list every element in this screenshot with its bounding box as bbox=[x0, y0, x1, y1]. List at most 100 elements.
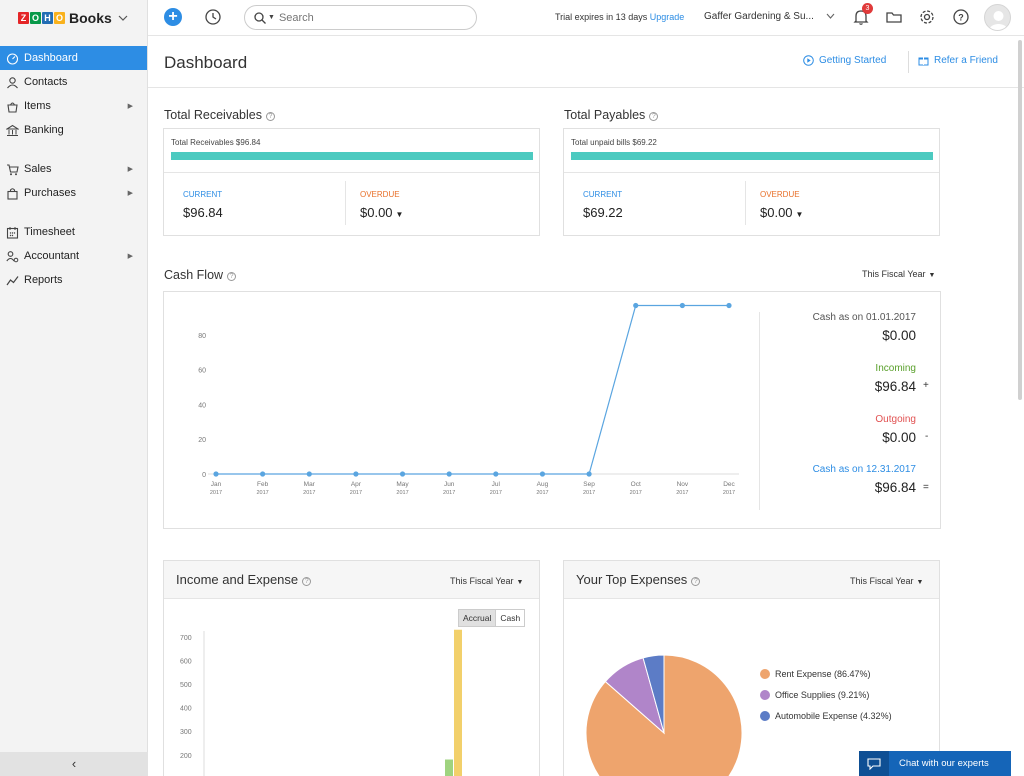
sidebar-item-accountant[interactable]: Accountant ▶ bbox=[0, 244, 147, 268]
accrual-toggle[interactable]: Accrual bbox=[459, 610, 497, 626]
caret-down-icon: ▼ bbox=[795, 210, 804, 219]
sidebar-item-purchases[interactable]: Purchases ▶ bbox=[0, 181, 147, 205]
search-input[interactable] bbox=[278, 11, 459, 24]
cashflow-point[interactable] bbox=[353, 471, 359, 477]
income-expense-period-select[interactable]: This Fiscal Year ▼ bbox=[450, 576, 523, 586]
sidebar-item-contacts[interactable]: Contacts bbox=[0, 70, 147, 94]
legend-item[interactable]: Rent Expense (86.47%) bbox=[760, 663, 892, 684]
search-box[interactable]: ▼ bbox=[244, 5, 477, 30]
org-name[interactable]: Gaffer Gardening & Su... bbox=[704, 11, 814, 22]
cashflow-point[interactable] bbox=[260, 471, 266, 477]
receivables-overdue-dropdown[interactable]: $0.00 ▼ bbox=[360, 205, 403, 220]
plus-icon[interactable]: + bbox=[164, 8, 182, 26]
help-icon[interactable]: ? bbox=[649, 112, 659, 121]
top-expenses-period-select[interactable]: This Fiscal Year ▼ bbox=[850, 576, 923, 586]
page-title: Dashboard bbox=[164, 53, 248, 72]
chat-with-experts-button[interactable]: Chat with our experts bbox=[859, 751, 1011, 776]
gear-icon[interactable] bbox=[918, 8, 936, 26]
svg-text:?: ? bbox=[958, 13, 964, 23]
sidebar-item-reports[interactable]: Reports bbox=[0, 268, 147, 292]
cashflow-point[interactable] bbox=[399, 471, 406, 477]
chevron-right-icon: ▶ bbox=[127, 103, 133, 110]
bell-icon[interactable] bbox=[852, 8, 870, 26]
receivables-current-value[interactable]: $96.84 bbox=[183, 205, 223, 220]
header-divider bbox=[908, 51, 909, 73]
cashflow-point[interactable] bbox=[539, 471, 546, 477]
help-icon[interactable]: ? bbox=[302, 577, 312, 586]
top-expenses-title-text: Your Top Expenses bbox=[576, 572, 688, 587]
upgrade-link[interactable]: Upgrade bbox=[649, 12, 685, 22]
cart-icon bbox=[7, 163, 19, 175]
refer-friend-link[interactable]: Refer a Friend bbox=[918, 55, 998, 66]
chat-icon bbox=[859, 751, 889, 776]
income-expense-bar[interactable] bbox=[445, 759, 453, 776]
divider bbox=[759, 312, 760, 510]
search-filter-caret-icon[interactable]: ▼ bbox=[268, 14, 275, 21]
sidebar-item-label: Banking bbox=[24, 124, 64, 136]
history-icon[interactable] bbox=[204, 8, 222, 26]
help-icon[interactable]: ? bbox=[952, 8, 970, 26]
scrollbar[interactable] bbox=[1018, 40, 1022, 400]
cashflow-point[interactable] bbox=[679, 302, 685, 309]
sidebar-gap bbox=[0, 142, 147, 157]
top-expenses-period-label: This Fiscal Year bbox=[850, 576, 914, 586]
receivables-bar-label: Total Receivables $96.84 bbox=[171, 138, 261, 147]
x-tick-year-label: 2017 bbox=[676, 490, 688, 496]
cashflow-incoming: Incoming $96.84 bbox=[875, 363, 916, 394]
pie-slice[interactable] bbox=[642, 654, 665, 734]
zoho-logo-letter: O bbox=[30, 12, 41, 24]
sidebar-item-items[interactable]: Items ▶ bbox=[0, 94, 147, 118]
divider bbox=[164, 172, 539, 173]
help-icon[interactable]: ? bbox=[265, 112, 275, 121]
legend-item[interactable]: Office Supplies (9.21%) bbox=[760, 684, 892, 705]
payables-overdue-dropdown[interactable]: $0.00 ▼ bbox=[760, 205, 803, 220]
sidebar-item-label: Sales bbox=[24, 163, 52, 175]
payables-current-value[interactable]: $69.22 bbox=[583, 205, 623, 220]
sidebar-item-banking[interactable]: Banking bbox=[0, 118, 147, 142]
cashflow-point[interactable] bbox=[213, 471, 219, 477]
sidebar-item-dashboard[interactable]: Dashboard bbox=[0, 46, 147, 70]
receivables-title-text: Total Receivables bbox=[164, 108, 262, 122]
help-icon[interactable]: ? bbox=[691, 577, 701, 586]
cashflow-point[interactable] bbox=[586, 471, 592, 477]
income-expense-title-text: Income and Expense bbox=[176, 572, 299, 587]
x-tick-label: Apr bbox=[351, 481, 362, 488]
getting-started-link[interactable]: Getting Started bbox=[803, 55, 886, 66]
legend-item[interactable]: Automobile Expense (4.32%) bbox=[760, 705, 892, 726]
cashflow-point[interactable] bbox=[493, 471, 499, 477]
cashflow-card: 0 20 40 60 80 Jan 2017 Feb 2017 Mar 2017 Apr 2017 May… bbox=[163, 291, 941, 529]
sidebar-item-timesheet[interactable]: Timesheet bbox=[0, 220, 147, 244]
cashflow-point[interactable] bbox=[446, 471, 452, 477]
sidebar-collapse-button[interactable]: ‹ bbox=[0, 752, 148, 776]
income-expense-bar[interactable] bbox=[454, 629, 462, 776]
cashflow-point[interactable] bbox=[726, 302, 732, 309]
legend-label: Rent Expense (86.47%) bbox=[775, 668, 871, 679]
cash-toggle[interactable]: Cash bbox=[500, 613, 521, 623]
search-icon[interactable] bbox=[253, 11, 267, 25]
avatar[interactable] bbox=[984, 4, 1011, 31]
dashboard-icon bbox=[6, 52, 19, 65]
x-tick-label: Sep bbox=[583, 481, 595, 488]
y-tick-label: 60 bbox=[198, 368, 206, 375]
cashflow-point[interactable] bbox=[306, 471, 312, 477]
top-expenses-panel: Your Top Expenses? This Fiscal Year ▼ Ren… bbox=[563, 560, 940, 776]
chevron-down-icon[interactable] bbox=[118, 13, 128, 24]
sidebar-item-label: Items bbox=[24, 100, 51, 112]
sidebar-item-sales[interactable]: Sales ▶ bbox=[0, 157, 147, 181]
cashflow-chart: 0 20 40 60 80 Jan 2017 Feb 2017 Mar 2017 Apr 2017 May… bbox=[198, 302, 739, 496]
cashflow-point[interactable] bbox=[633, 302, 639, 309]
org-chevron-down-icon[interactable] bbox=[826, 11, 835, 21]
cashflow-period-select[interactable]: This Fiscal Year ▼ bbox=[862, 269, 935, 279]
payables-bar-label: Total unpaid bills $69.22 bbox=[571, 138, 657, 147]
receivables-title: Total Receivables? bbox=[164, 108, 275, 122]
folder-icon[interactable] bbox=[885, 8, 903, 26]
payables-title: Total Payables? bbox=[564, 108, 659, 122]
sidebar-item-label: Reports bbox=[24, 274, 63, 286]
accountant-icon bbox=[6, 250, 19, 262]
receivables-card: Total Receivables $96.84 CURRENT $96.84 … bbox=[163, 128, 540, 236]
help-icon[interactable]: ? bbox=[227, 272, 237, 281]
sidebar-item-label: Purchases bbox=[24, 187, 76, 199]
x-tick-label: May bbox=[396, 481, 409, 488]
accrual-cash-toggle[interactable]: Accrual Cash bbox=[458, 609, 526, 627]
